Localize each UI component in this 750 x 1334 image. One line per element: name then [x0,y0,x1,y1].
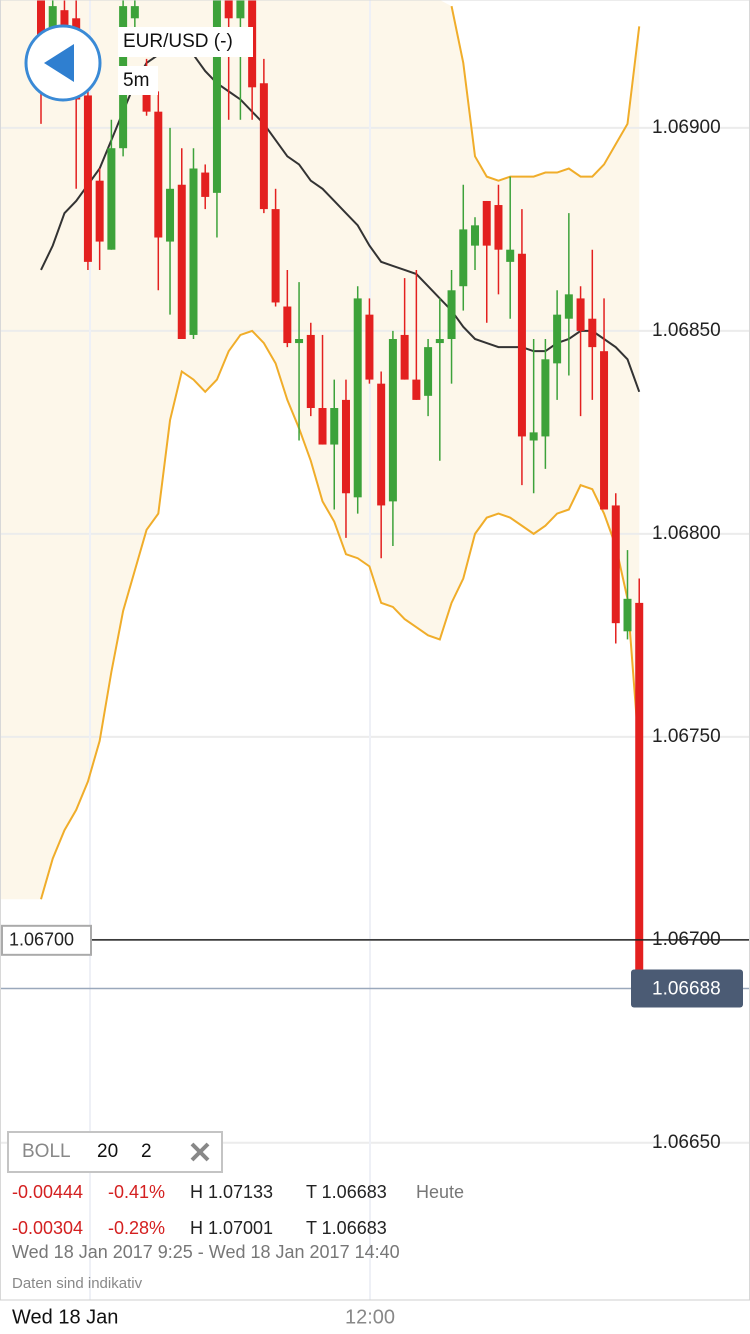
candle-body [177,184,186,340]
last-price-label: 1.06688 [652,979,721,1000]
candle-body [306,334,315,409]
y-tick-label: 1.06800 [652,523,721,544]
x-label: Wed 18 Jan [12,1306,118,1328]
candle-body [107,148,116,250]
candle-body [353,298,362,498]
back-arrow[interactable] [44,44,74,82]
y-tick-label: 1.06850 [652,320,721,341]
high: H 1.07133 [190,1182,273,1202]
candle-body [529,432,538,441]
candle-body [95,180,104,242]
candle-body [341,399,350,494]
candle-body [283,306,292,344]
percent: -0.28% [108,1218,165,1238]
candle-body [130,6,139,19]
candle-body [494,205,503,250]
candle-body [365,314,374,380]
x-label: 12:00 [345,1306,395,1328]
last-price-badge [631,969,743,1008]
change: -0.00304 [12,1218,83,1238]
candle-body [236,0,245,19]
candle-body [635,602,644,989]
candle-body [576,298,585,331]
candle-body [447,290,456,340]
candle-body [83,95,92,262]
candle-body [48,6,57,39]
candle-body [259,83,268,210]
indicator-period: 20 [97,1141,118,1162]
candle-body [400,334,409,380]
candle-body [318,408,327,445]
percent: -0.41% [108,1182,165,1202]
candle-body [553,314,562,364]
candle-body [600,351,609,510]
candle-body [506,249,515,262]
marks: 1.06900 1.06850 1.06800 1.06750 1.06700 1.066… [0,0,750,1153]
symbol-box [118,27,253,57]
y-tick-label: 1.06750 [652,726,721,747]
candle-body [166,188,175,242]
x-axis-bar [0,1300,750,1334]
candle-body [424,347,433,396]
y-tick-label: 1.06650 [652,1132,721,1153]
indicator-deviation: 2 [141,1141,152,1162]
remove-icon[interactable] [190,1142,210,1162]
candle-body [330,408,339,445]
indicator-frame[interactable] [7,1131,223,1173]
candle-body [388,339,397,502]
candle-body [295,339,304,344]
candle-body [271,209,280,303]
candle-body [377,383,386,506]
interval-box [118,66,158,95]
candle-body [224,0,233,19]
candle-body [435,339,444,344]
low: T 1.06683 [306,1182,387,1202]
candle-body [201,172,210,197]
low: T 1.06683 [306,1218,387,1238]
note: Heute [416,1182,464,1202]
band-line [450,5,641,182]
symbol: EUR/USD (-) [123,31,233,52]
candle-body [37,0,45,59]
indicator-name: BOLL [22,1141,71,1162]
disclaimer: Daten sind indikativ [12,1275,143,1292]
candle-body [588,318,597,348]
candle-body [212,0,221,193]
candle-body [517,253,526,437]
indicator-box[interactable]: BOLL 20 2 [7,1131,223,1173]
candle-body [541,359,550,437]
candle-body [482,200,491,246]
change: -0.00444 [12,1182,83,1202]
candle-body [189,168,198,335]
candle-body [471,225,480,246]
candle-body [611,505,620,624]
level-label: 1.06700 [9,930,74,950]
level-label-box [1,924,92,956]
interval: 5m [123,70,149,91]
back-button[interactable] [24,24,102,102]
candle-body [623,598,632,632]
range: Wed 18 Jan 2017 9:25 - Wed 18 Jan 2017 1… [12,1242,400,1262]
candle-body [459,229,468,287]
y-tick-label: 1.06900 [652,117,721,138]
candle-body [154,111,163,238]
band-line [40,329,641,900]
candle-body [412,379,421,400]
high: H 1.07001 [190,1218,273,1238]
candle-body [564,294,573,319]
